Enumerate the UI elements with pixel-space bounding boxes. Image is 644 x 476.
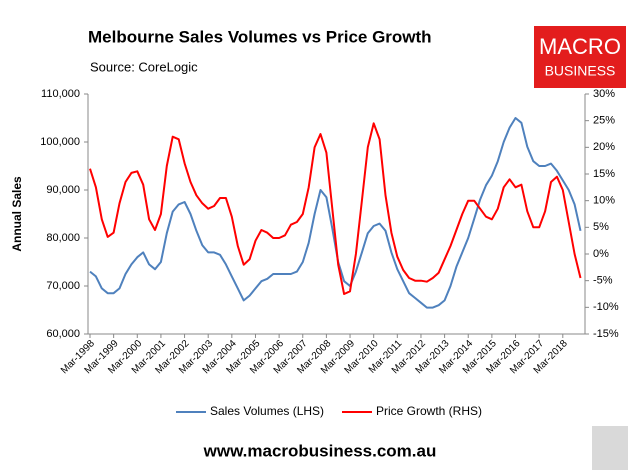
- series-line: [89, 117, 582, 309]
- y2-tick-label: 15%: [593, 168, 615, 180]
- y-axis-label: Annual Sales: [10, 176, 24, 252]
- footer: www.macrobusiness.com.au: [203, 441, 437, 460]
- y2-tick-label: -15%: [593, 328, 619, 340]
- y-tick-label: 100,000: [40, 136, 80, 148]
- y2-tick-label: 30%: [593, 88, 615, 100]
- y-tick-label: 80,000: [46, 232, 80, 244]
- y2-tick-label: 25%: [593, 115, 615, 127]
- wolf-icon: [592, 426, 628, 470]
- legend-label: Price Growth (RHS): [376, 404, 482, 418]
- y2-tick-label: -5%: [593, 275, 613, 287]
- chart-subtitle: Source: CoreLogic: [90, 59, 198, 74]
- y-tick-label: 110,000: [41, 88, 80, 100]
- logo-text: BUSINESS: [545, 63, 616, 79]
- y2-tick-label: 0%: [593, 248, 609, 260]
- y2-tick-label: 5%: [593, 221, 609, 233]
- y2-tick-label: 20%: [593, 141, 615, 153]
- y2-tick-label: 10%: [593, 195, 615, 207]
- logo-text: MACRO: [539, 34, 621, 59]
- logo-box: [534, 26, 626, 88]
- y-tick-label: 90,000: [46, 184, 80, 196]
- series-line: [89, 122, 582, 295]
- y2-tick-label: -10%: [593, 301, 619, 313]
- y-tick-label: 70,000: [46, 280, 80, 292]
- legend-label: Sales Volumes (LHS): [210, 404, 324, 418]
- chart-title: Melbourne Sales Volumes vs Price Growth: [88, 27, 432, 46]
- y-tick-label: 60,000: [46, 328, 80, 340]
